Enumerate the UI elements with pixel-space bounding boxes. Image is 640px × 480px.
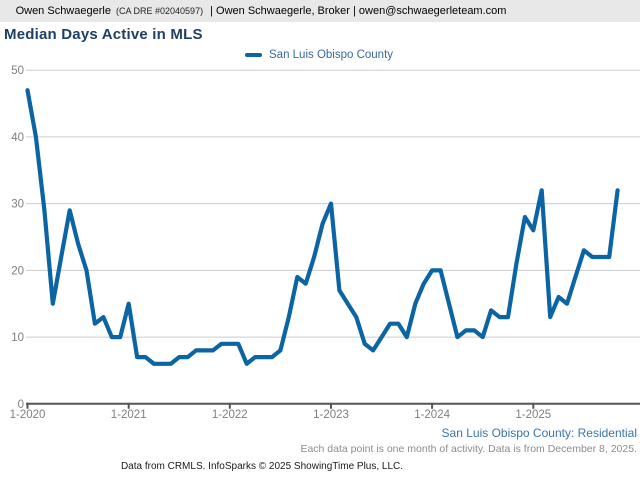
x-axis-tick-label: 1-2023 xyxy=(313,409,349,421)
x-axis-tick-label: 1-2025 xyxy=(515,409,551,421)
attribution-line: Data from CRMLS. InfoSparks © 2025 Showi… xyxy=(120,461,404,472)
agent-broker-email: | Owen Schwaegerle, Broker | owen@schwae… xyxy=(210,5,507,17)
x-axis-tick-label: 1-2022 xyxy=(212,409,248,421)
report-scope-label: San Luis Obispo County: Residential xyxy=(441,426,637,440)
y-axis-tick-label: 20 xyxy=(11,265,24,277)
y-axis-tick-label: 10 xyxy=(11,332,24,344)
agent-header-bar: Owen Schwaegerle (CA DRE #02040597) | Ow… xyxy=(0,0,640,22)
data-line-san-luis-obispo-county xyxy=(25,88,620,366)
x-axis-tick-label: 1-2020 xyxy=(10,409,46,421)
chart-title: Median Days Active in MLS xyxy=(4,26,203,43)
y-axis-tick-label: 40 xyxy=(11,132,24,144)
data-note: Each data point is one month of activity… xyxy=(300,443,637,455)
y-axis-tick-label: 0 xyxy=(18,399,24,411)
legend-line-swatch xyxy=(245,52,262,58)
agent-name: Owen Schwaegerle xyxy=(15,5,111,17)
agent-dre-number: (CA DRE #02040597) xyxy=(116,6,204,16)
y-axis-tick-label: 50 xyxy=(11,65,24,77)
y-axis-tick-label: 30 xyxy=(11,199,24,211)
x-axis-tick-label: 1-2021 xyxy=(111,409,147,421)
legend-series-label[interactable]: San Luis Obispo County xyxy=(269,49,394,61)
x-axis-tick-label: 1-2024 xyxy=(414,409,450,421)
legend: San Luis Obispo County xyxy=(245,48,393,62)
